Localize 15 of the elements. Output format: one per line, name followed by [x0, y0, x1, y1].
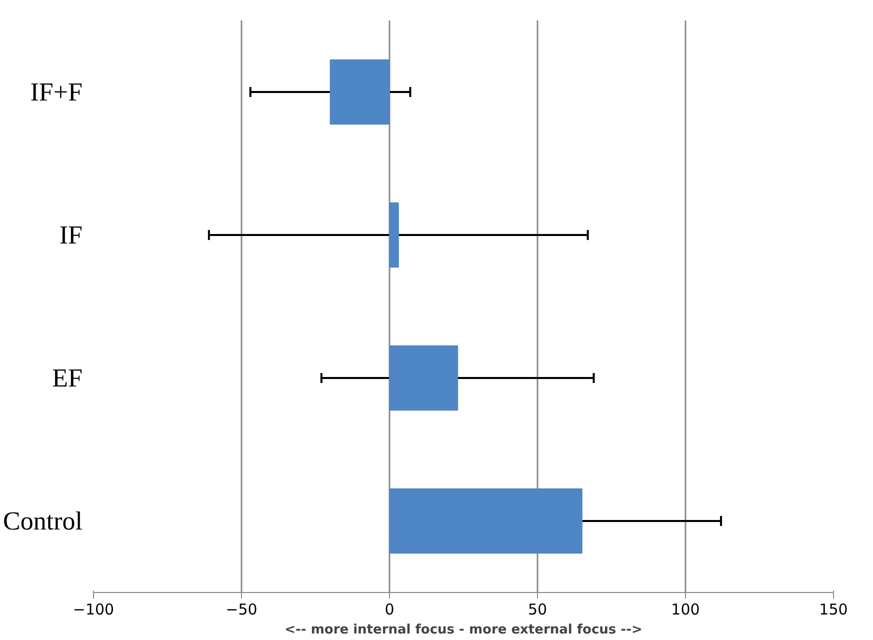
- x-tick-label: 150: [819, 600, 848, 618]
- x-tick-label: −50: [226, 600, 258, 618]
- y-tick-label: IF+F: [30, 78, 83, 106]
- bar: [389, 488, 582, 554]
- y-tick-label: Control: [3, 506, 83, 536]
- x-tick-label: 0: [384, 600, 394, 618]
- x-tick-label: −100: [72, 600, 114, 618]
- bar: [330, 59, 390, 125]
- x-tick-label: 50: [528, 600, 548, 618]
- y-tick-label: EF: [52, 364, 82, 392]
- bar: [389, 345, 458, 411]
- y-tick-label: IF: [59, 220, 83, 250]
- x-axis-title: <-- more internal focus - more external focus -->: [284, 622, 642, 638]
- x-tick-label: 100: [671, 600, 700, 618]
- bar: [389, 202, 399, 268]
